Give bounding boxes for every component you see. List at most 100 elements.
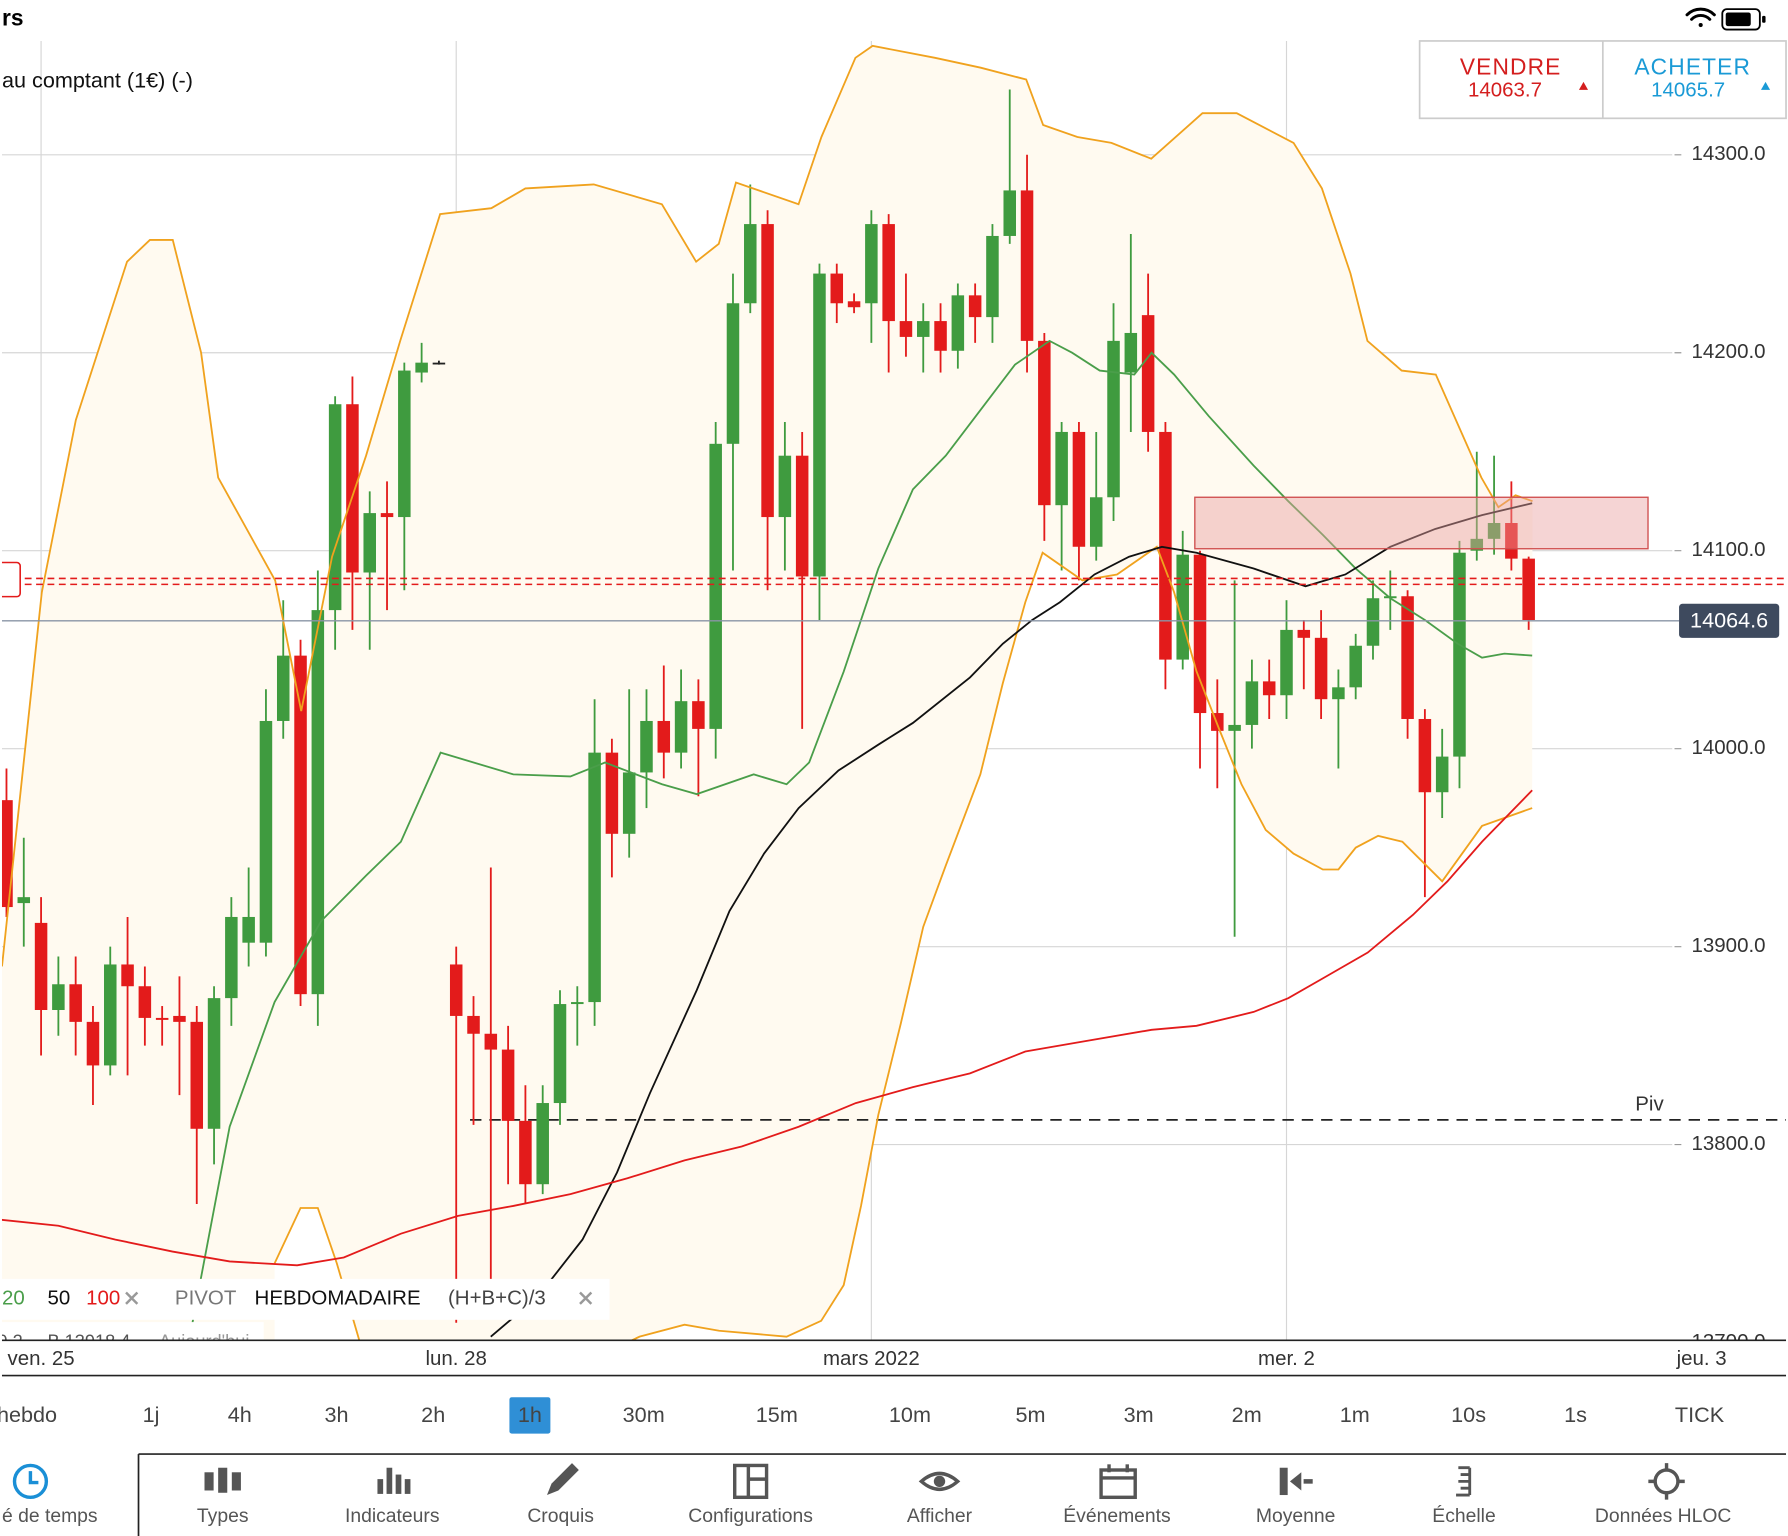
info-text: B 13918.4 xyxy=(47,1331,130,1351)
timeframe-label: 15m xyxy=(756,1402,798,1427)
y-tick-label: 13900.0 xyxy=(1692,934,1766,957)
instrument-name: au comptant (1€) (-) xyxy=(2,68,193,93)
toolbar-button[interactable]: é de temps xyxy=(2,1505,98,1527)
candle-body xyxy=(259,720,273,943)
toolbar-button[interactable]: Afficher xyxy=(907,1505,973,1527)
sell-button[interactable]: VENDRE 14063.7 xyxy=(1460,53,1589,101)
info-text: Aujourd'hui xyxy=(159,1331,249,1351)
timeframe-label: 1m xyxy=(1340,1402,1370,1427)
candle-body xyxy=(1418,718,1432,793)
candle-body xyxy=(363,513,376,573)
order-marker xyxy=(1,561,21,598)
candle-body xyxy=(1089,497,1103,547)
candle-body xyxy=(1038,340,1051,506)
timeframe-label: 2h xyxy=(421,1402,445,1427)
toolbar-button[interactable]: Croquis xyxy=(527,1505,594,1527)
timeframe-label: 2m xyxy=(1232,1402,1262,1427)
candle-body xyxy=(311,610,325,995)
info-row: 0.2 B 13918.4 Aujourd'hui xyxy=(0,1322,264,1351)
toolbar-button[interactable]: Configurations xyxy=(688,1505,813,1527)
indicator-line xyxy=(490,502,1533,1338)
candle-body xyxy=(1401,596,1414,719)
toolbar-button[interactable]: Échelle xyxy=(1432,1504,1495,1527)
timeframe-button[interactable]: 1s xyxy=(1564,1402,1587,1427)
toolbar-button[interactable]: Indicateurs xyxy=(345,1505,440,1527)
timeframe-button[interactable]: 10m xyxy=(889,1402,931,1427)
timeframe-label: 1j xyxy=(143,1402,160,1427)
toolbar-label: é de temps xyxy=(2,1505,98,1527)
candle-body xyxy=(1159,431,1172,660)
info-text: 0.2 xyxy=(0,1331,23,1351)
candle-body xyxy=(34,922,48,1010)
buy-label: ACHETER xyxy=(1634,53,1751,79)
candle-body xyxy=(674,701,688,753)
candle-body xyxy=(467,1015,480,1034)
candle-body xyxy=(415,362,428,373)
candle-body xyxy=(657,720,671,753)
buy-button[interactable]: ACHETER 14065.7 xyxy=(1634,53,1771,101)
indicator-line xyxy=(1,44,1533,967)
candle-body xyxy=(882,224,895,322)
last-price-box xyxy=(1679,603,1780,638)
info-background xyxy=(1,1322,264,1341)
timeframe-button[interactable]: 2h xyxy=(421,1402,445,1427)
toolbar-button[interactable]: Moyenne xyxy=(1256,1505,1336,1527)
timeframe-button[interactable]: 3m xyxy=(1124,1402,1154,1427)
pivot-legend: (H+B+C)/3 xyxy=(448,1287,546,1310)
timeframe-button[interactable]: 1j xyxy=(143,1402,160,1427)
candle-body xyxy=(1055,431,1068,506)
price-zone xyxy=(1194,496,1649,550)
legend-close[interactable] xyxy=(125,1291,139,1305)
candle-body xyxy=(501,1049,515,1121)
toolbar-label: Indicateurs xyxy=(345,1505,440,1527)
toolbar-button[interactable]: Données HLOC xyxy=(1595,1505,1731,1527)
toolbar-button[interactable]: Types xyxy=(197,1505,249,1527)
legend-entry: 20 xyxy=(2,1287,25,1310)
candle-body xyxy=(1003,190,1016,236)
pivot-close[interactable] xyxy=(579,1291,593,1305)
toolbar-label: Afficher xyxy=(907,1505,973,1527)
toolbar-label: Échelle xyxy=(1432,1504,1495,1527)
pivot-legend: HEBDOMADAIRE xyxy=(255,1287,421,1310)
timeframe-button[interactable]: 2m xyxy=(1232,1402,1262,1427)
timeframe-button[interactable]: 3h xyxy=(324,1402,348,1427)
timeframe-button[interactable]: hebdo xyxy=(0,1402,57,1427)
candle-body xyxy=(1107,340,1120,498)
candle-body xyxy=(276,655,290,721)
candle-body xyxy=(726,303,740,444)
sell-label: VENDRE xyxy=(1460,53,1562,79)
timeframe-button[interactable]: 1h xyxy=(509,1397,551,1434)
timeframe-button[interactable]: 1m xyxy=(1340,1402,1370,1427)
candle-body xyxy=(1262,681,1276,696)
candle-body xyxy=(1522,558,1535,621)
timeframe-button[interactable]: TICK xyxy=(1675,1402,1725,1427)
candle-body xyxy=(225,916,238,999)
legend-background xyxy=(1,1278,610,1320)
timeframe-label: 1s xyxy=(1564,1402,1587,1427)
toolbar-button[interactable]: Événements xyxy=(1063,1504,1170,1527)
toolbar-label: Types xyxy=(197,1505,249,1527)
candle-body xyxy=(1505,523,1518,559)
y-tick-label: 14200.0 xyxy=(1692,340,1766,363)
candle-body xyxy=(1314,637,1328,700)
candle-body xyxy=(1453,552,1466,757)
candle-body xyxy=(1470,538,1484,551)
timeframe-button[interactable]: 30m xyxy=(623,1402,665,1427)
candle-body xyxy=(588,752,601,1003)
candle-body xyxy=(1245,681,1259,725)
candle-body xyxy=(934,321,947,351)
candle-body xyxy=(52,984,65,1010)
sell-arrow xyxy=(1578,81,1589,90)
candle-body xyxy=(432,362,446,365)
candle-body xyxy=(536,1103,549,1185)
y-tick-label: 14000.0 xyxy=(1692,736,1766,759)
timeframe-button[interactable]: 10s xyxy=(1451,1402,1486,1427)
timeframe-button[interactable]: 4h xyxy=(228,1402,252,1427)
candle-body xyxy=(207,998,221,1129)
candle-body xyxy=(173,1015,186,1022)
candle-body xyxy=(121,964,134,987)
timeframe-button[interactable]: 15m xyxy=(756,1402,798,1427)
pivot-label: Piv xyxy=(1635,1092,1664,1115)
last-price-label: 14064.6 xyxy=(1690,608,1768,633)
timeframe-button[interactable]: 5m xyxy=(1016,1402,1046,1427)
